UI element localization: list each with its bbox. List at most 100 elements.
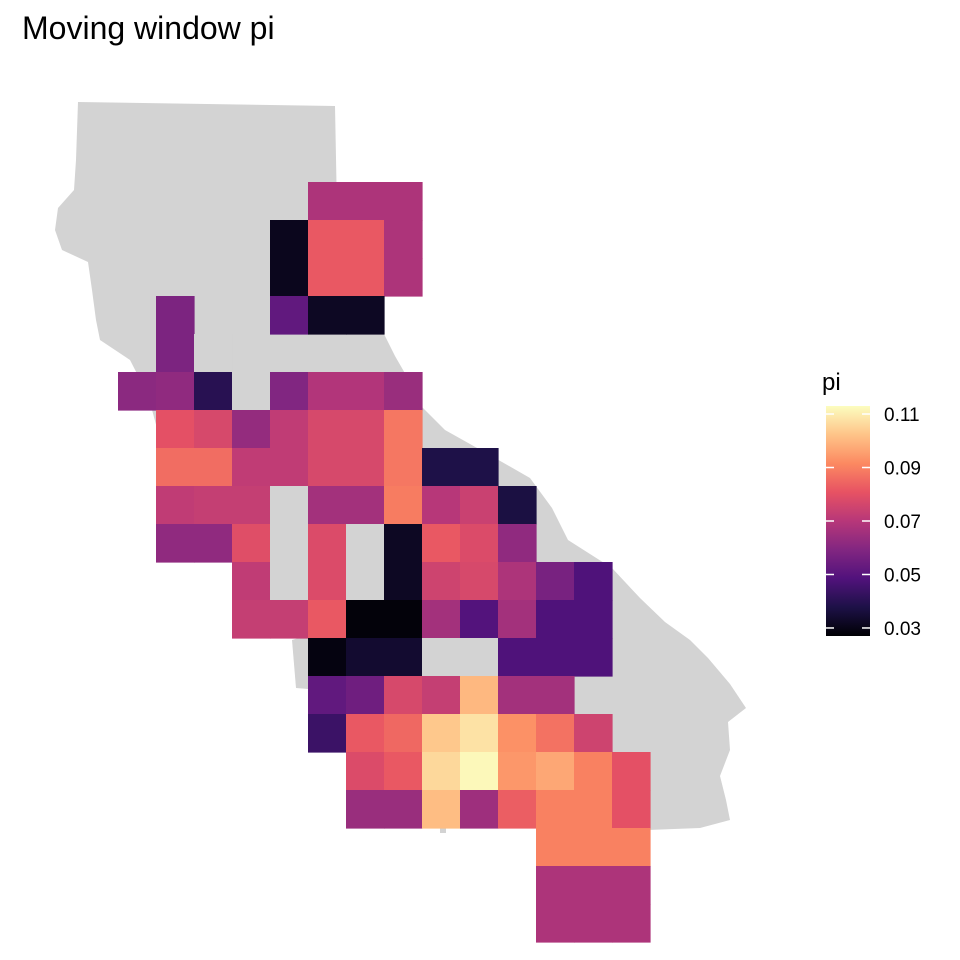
raster-cell — [574, 790, 613, 829]
raster-cell — [194, 334, 233, 373]
raster-cell — [156, 410, 195, 449]
raster-cell — [384, 676, 423, 715]
raster-cell — [536, 714, 575, 753]
raster-cell — [422, 676, 461, 715]
legend-tick-label: 0.11 — [884, 405, 920, 426]
raster-cell — [536, 904, 575, 943]
raster-cell — [308, 486, 347, 525]
raster-cell — [460, 600, 499, 639]
raster-cell — [270, 524, 309, 563]
raster-cell — [270, 258, 309, 297]
raster-cell — [308, 182, 347, 221]
raster-cell — [384, 258, 423, 297]
raster-cell — [346, 638, 385, 677]
raster-cell — [270, 600, 309, 639]
legend-tick-label: 0.07 — [884, 512, 921, 533]
raster-cell — [194, 410, 233, 449]
raster-cell — [384, 372, 423, 411]
raster-cell — [574, 828, 613, 867]
raster-cell — [536, 752, 575, 791]
raster-cell — [422, 790, 461, 829]
raster-cell — [460, 752, 499, 791]
raster-cell — [346, 410, 385, 449]
raster-cell — [536, 828, 575, 867]
raster-cell — [460, 676, 499, 715]
raster-cell — [460, 714, 499, 753]
raster-cell — [460, 562, 499, 601]
raster-cell — [118, 372, 157, 411]
raster-cell — [612, 828, 651, 867]
raster-cell — [498, 524, 537, 563]
raster-cell — [384, 562, 423, 601]
raster-cell — [232, 448, 271, 487]
raster-cell — [384, 638, 423, 677]
raster-cell — [346, 600, 385, 639]
raster-cell — [536, 790, 575, 829]
raster-cell — [612, 752, 651, 791]
raster-cell — [346, 448, 385, 487]
chart-title: Moving window pi — [22, 10, 275, 46]
raster-cell — [270, 448, 309, 487]
raster-cell — [156, 486, 195, 525]
raster-cell — [308, 410, 347, 449]
raster-cell — [346, 524, 385, 563]
raster-cell — [232, 486, 271, 525]
raster-cell — [346, 676, 385, 715]
raster-cell — [460, 524, 499, 563]
raster-cell — [574, 904, 613, 943]
raster-cell — [384, 486, 423, 525]
raster-cell — [422, 562, 461, 601]
island — [440, 828, 446, 833]
raster-cell — [232, 600, 271, 639]
legend-tick-label: 0.03 — [884, 619, 921, 640]
raster-cell — [308, 372, 347, 411]
raster-cell — [384, 448, 423, 487]
raster-cell — [346, 790, 385, 829]
raster-cell — [422, 448, 461, 487]
raster-cell — [308, 562, 347, 601]
raster-cell — [574, 600, 613, 639]
raster-cell — [346, 182, 385, 221]
raster-cell — [460, 790, 499, 829]
raster-cell — [232, 524, 271, 563]
raster-cell — [460, 448, 499, 487]
raster-cell — [308, 600, 347, 639]
raster-cell — [346, 220, 385, 259]
raster-cell — [536, 600, 575, 639]
raster-cell — [536, 562, 575, 601]
raster-cell — [232, 410, 271, 449]
raster-cell — [422, 524, 461, 563]
raster-cell — [194, 372, 233, 411]
raster-cell — [156, 524, 195, 563]
raster-cell — [574, 752, 613, 791]
raster-cell — [422, 600, 461, 639]
raster-cell — [612, 790, 651, 829]
raster-cell — [156, 372, 195, 411]
raster-cell — [346, 372, 385, 411]
raster-cell — [194, 448, 233, 487]
raster-cell — [384, 790, 423, 829]
raster-cell — [574, 866, 613, 905]
raster-cell — [422, 714, 461, 753]
raster-cell — [460, 638, 499, 677]
raster-cell — [384, 220, 423, 259]
raster-cell — [498, 486, 537, 525]
raster-cell — [156, 296, 195, 335]
raster-cell — [422, 486, 461, 525]
raster-cells — [118, 182, 651, 943]
raster-cell — [270, 296, 309, 335]
legend-tick-label: 0.09 — [884, 459, 921, 480]
raster-cell — [194, 486, 233, 525]
raster-cell — [308, 714, 347, 753]
raster-cell — [536, 638, 575, 677]
raster-cell — [308, 676, 347, 715]
raster-cell — [384, 524, 423, 563]
raster-cell — [270, 220, 309, 259]
raster-cell — [498, 600, 537, 639]
raster-cell — [422, 638, 461, 677]
raster-cell — [384, 752, 423, 791]
legend-tick-label: 0.05 — [884, 565, 921, 586]
raster-cell — [270, 372, 309, 411]
raster-cell — [460, 486, 499, 525]
